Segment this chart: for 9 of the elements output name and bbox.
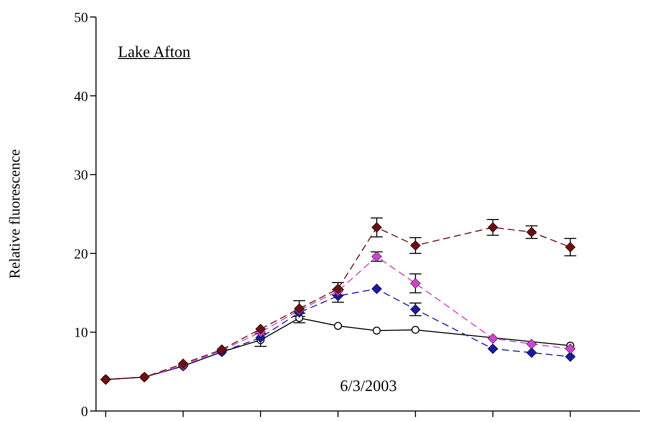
y-axis-title: Relative fluorescence [7, 148, 24, 279]
annotation: 6/3/2003 [340, 378, 397, 396]
y-tick-label: 20 [74, 247, 88, 262]
y-tick-label: 10 [74, 326, 88, 342]
y-tick-label: 0 [81, 404, 88, 420]
y-tick-label: 30 [74, 168, 88, 184]
y-tick-label: 50 [74, 10, 88, 26]
y-tick-label: 40 [74, 90, 88, 105]
text: Lake Afton [118, 44, 190, 62]
